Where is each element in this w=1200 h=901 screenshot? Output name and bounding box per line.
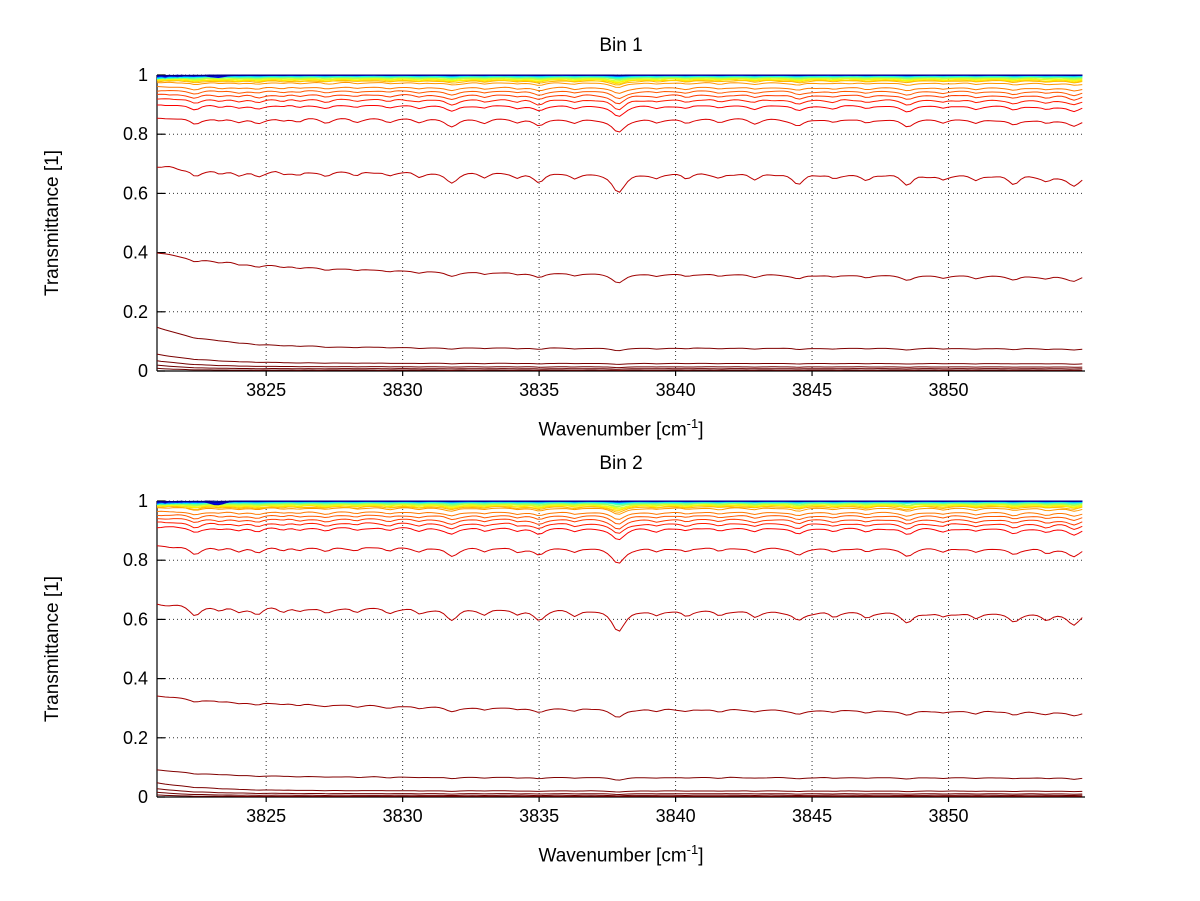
spectrum-line — [156, 526, 1083, 541]
y-tick-label: 0 — [138, 361, 148, 381]
subplot2-xlabel-sup: -1 — [686, 842, 699, 857]
tick-labels: 3825 3830 3835 3840 3845 3850 0 0.2 0.4 0.6 0.8 1 — [123, 65, 969, 400]
x-tick-label: 3845 — [792, 806, 832, 826]
spectrum-line — [156, 500, 1083, 503]
y-tick-label: 0.2 — [123, 302, 148, 322]
subplot1-group: 3825 3830 3835 3840 3845 3850 0 0.2 0.4 0.6 0.8 1 — [123, 65, 1085, 400]
x-tick-label: 3835 — [519, 806, 559, 826]
y-tick-label: 0.2 — [123, 728, 148, 748]
spectrum-line — [156, 603, 1083, 632]
x-tick-label: 3830 — [383, 380, 423, 400]
subplot2-group: 3825 3830 3835 3840 3845 3850 0 0.2 0.4 0.6 0.8 1 — [123, 491, 1085, 826]
grid — [157, 74, 1085, 371]
axes — [156, 74, 1085, 376]
subplot1-xlabel-sup: -1 — [686, 416, 699, 431]
spectrum-line — [156, 81, 1083, 88]
subplot2-xlabel-main: Wavenumber [cm — [538, 845, 687, 867]
subplot1-xlabel-end: ] — [698, 419, 704, 441]
spectrum-line — [156, 77, 1083, 83]
y-tick-label: 0 — [138, 787, 148, 807]
spectrum-line — [156, 545, 1083, 564]
spectrum-line — [156, 507, 1083, 515]
subplot1-xlabel: Wavenumber [cm-1] — [157, 416, 1085, 446]
spectrum-line — [156, 252, 1083, 284]
y-tick-label: 1 — [138, 491, 148, 511]
spectrum-line — [156, 165, 1083, 193]
subplot1-xlabel-main: Wavenumber [cm — [538, 419, 687, 441]
y-tick-label: 1 — [138, 65, 148, 85]
y-tick-label: 0.8 — [123, 124, 148, 144]
tick-labels: 3825 3830 3835 3840 3845 3850 0 0.2 0.4 0.6 0.8 1 — [123, 491, 969, 826]
spectrum-line — [156, 521, 1083, 534]
spectrum-line — [156, 364, 1083, 370]
y-tick-label: 0.4 — [123, 243, 148, 263]
subplot1-ylabel: Transmittance [1] — [42, 149, 63, 297]
spectrum-line — [156, 74, 1083, 77]
spectrum-line — [156, 326, 1083, 352]
spectrum-line — [156, 353, 1083, 365]
subplot1-title: Bin 1 — [599, 35, 643, 56]
spectrum-line — [156, 788, 1083, 796]
subplot2-xlabel-end: ] — [698, 845, 704, 867]
spectrum-line — [156, 104, 1083, 117]
spectrum-line — [156, 794, 1083, 798]
spectrum-line — [156, 782, 1083, 793]
y-tick-label: 0.6 — [123, 609, 148, 629]
x-tick-label: 3825 — [246, 806, 286, 826]
y-tick-label: 0.8 — [123, 550, 148, 570]
series-lines — [156, 74, 1083, 371]
spectrum-line — [156, 85, 1083, 94]
subplot2-title: Bin 2 — [599, 453, 643, 474]
x-tick-label: 3825 — [246, 380, 286, 400]
spectrum-line — [156, 504, 1083, 510]
grid — [157, 500, 1085, 797]
x-tick-label: 3835 — [519, 380, 559, 400]
spectrum-line — [156, 510, 1083, 520]
spectrum-line — [156, 360, 1083, 369]
x-tick-label: 3850 — [929, 806, 969, 826]
subplot2-xlabel: Wavenumber [cm-1] — [157, 842, 1085, 872]
spectrum-line — [156, 791, 1083, 797]
spectrum-line — [156, 695, 1083, 718]
subplot2-ylabel: Transmittance [1] — [42, 575, 63, 723]
spectrum-line — [156, 79, 1083, 86]
y-tick-label: 0.6 — [123, 183, 148, 203]
x-tick-label: 3850 — [929, 380, 969, 400]
x-tick-label: 3830 — [383, 806, 423, 826]
axes — [156, 500, 1085, 802]
spectrum-line — [156, 518, 1083, 530]
x-tick-label: 3845 — [792, 380, 832, 400]
x-tick-label: 3840 — [656, 806, 696, 826]
series-lines — [156, 500, 1083, 798]
spectrum-line — [156, 90, 1083, 100]
y-tick-label: 0.4 — [123, 669, 148, 689]
x-tick-label: 3840 — [656, 380, 696, 400]
spectrum-line — [156, 93, 1083, 105]
spectrum-line — [156, 117, 1083, 133]
spectrum-line — [156, 514, 1083, 525]
spectrum-line — [156, 505, 1083, 511]
spectrum-line — [156, 98, 1083, 111]
spectrum-line — [156, 769, 1083, 781]
spectrum-line — [156, 367, 1083, 371]
